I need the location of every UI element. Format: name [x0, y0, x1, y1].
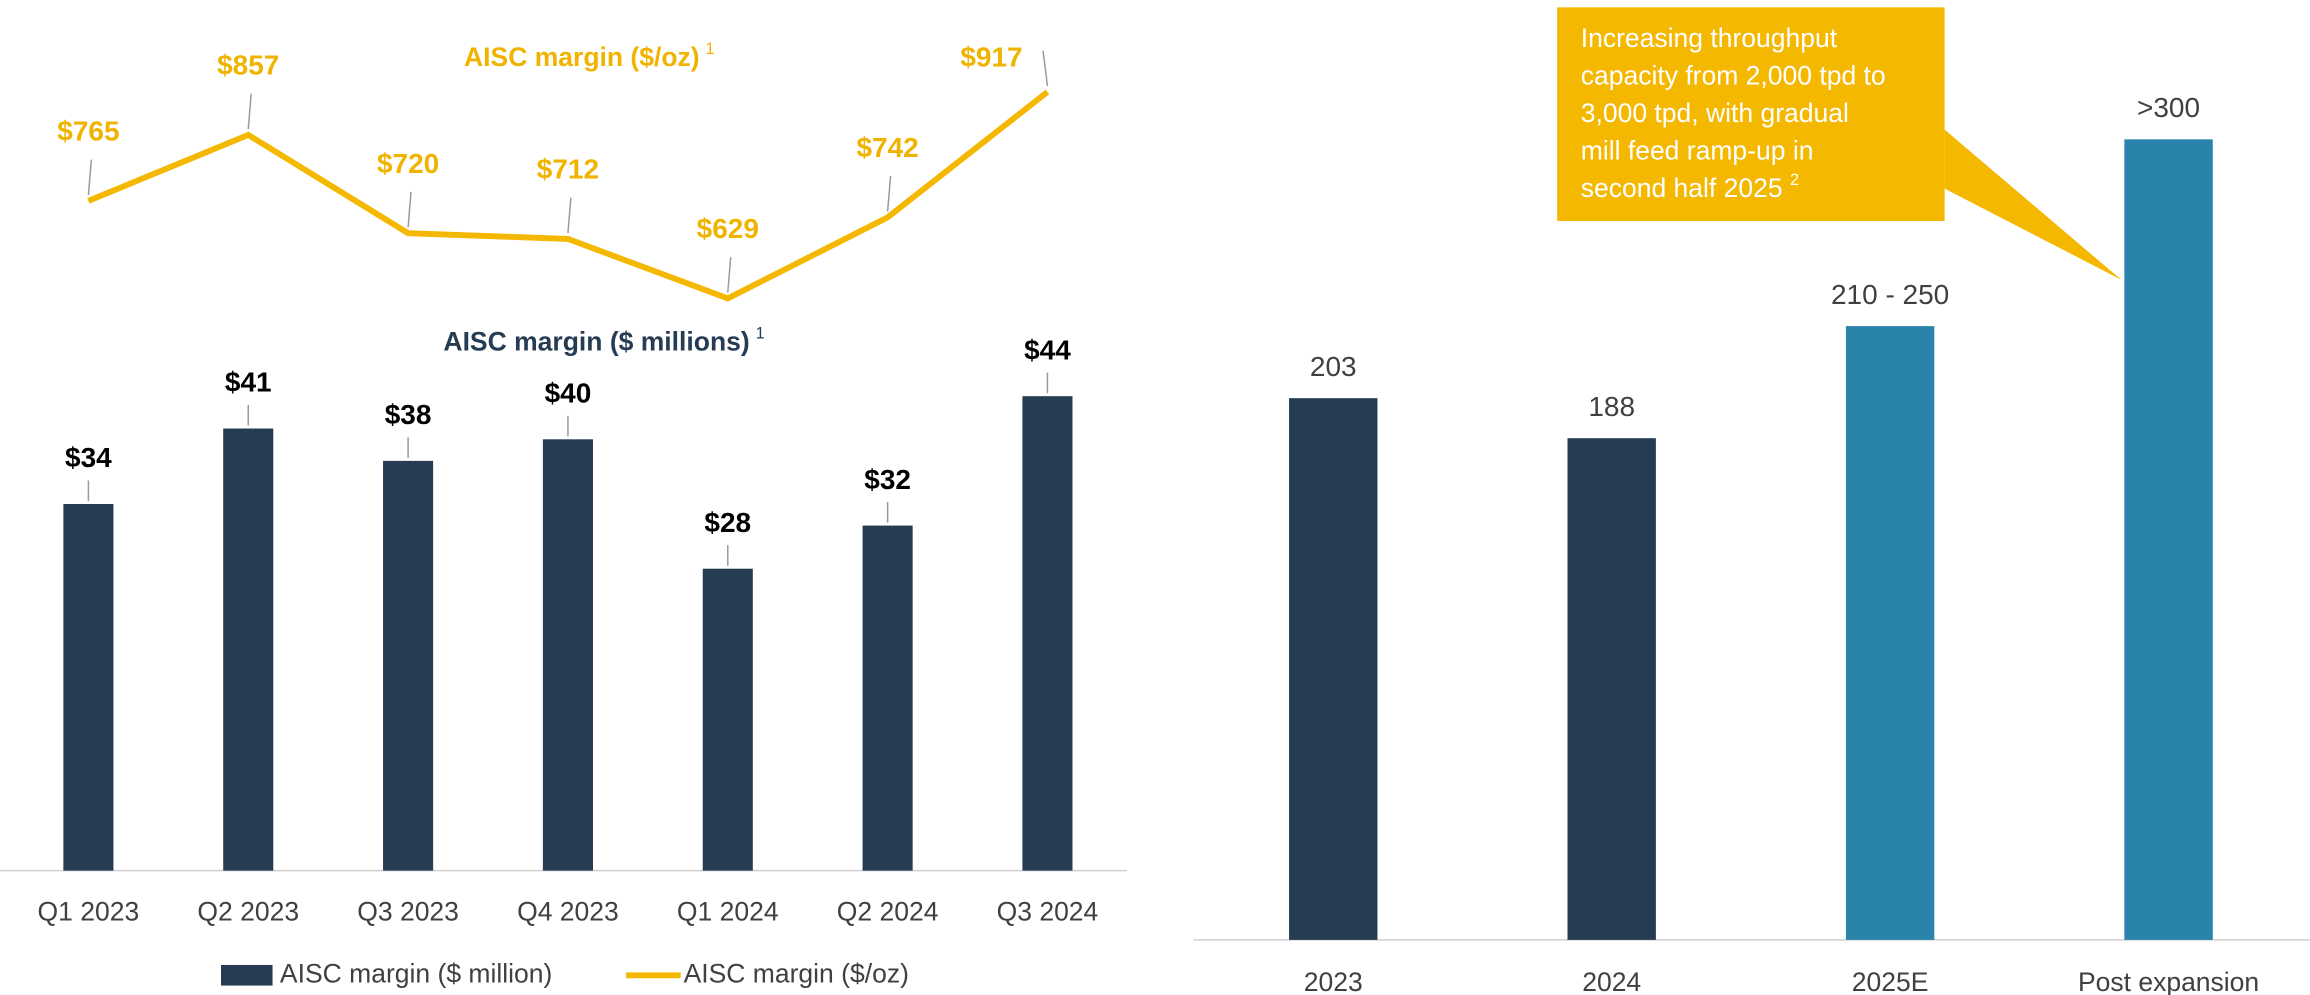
leader-line [87, 159, 93, 196]
title: AISC margin ($/oz) 1 [464, 40, 714, 72]
bar [383, 460, 434, 871]
x-tick-label: 2024 [1582, 967, 1641, 995]
annotation: second half 2025 2 [1581, 171, 1799, 203]
data-label: $765 [57, 116, 119, 147]
x-tick-label: 2025E [1852, 967, 1929, 995]
data-label: 210 - 250 [1831, 279, 1949, 310]
data-label: $720 [377, 148, 439, 179]
bar [862, 525, 913, 871]
superscript: 1 [706, 40, 715, 58]
callout-box [1557, 7, 1945, 221]
x-tick-label: Q1 2023 [38, 896, 140, 926]
bar [63, 504, 114, 871]
annotation: capacity from 2,000 tpd to [1581, 60, 1886, 90]
bar [1845, 326, 1935, 940]
title-text: AISC margin ($ millions) [443, 326, 749, 356]
data-label: 203 [1310, 351, 1357, 382]
data-label: $40 [545, 378, 592, 409]
data-label: $41 [225, 367, 272, 398]
x-tick-label: Post expansion [2078, 967, 2259, 995]
title: AISC margin ($ millions) 1 [443, 325, 764, 357]
annotation-text: capacity from 2,000 tpd to [1581, 60, 1886, 90]
superscript: 2 [1790, 171, 1799, 189]
data-label: $917 [960, 41, 1022, 72]
x-tick-label: Q1 2024 [677, 896, 779, 926]
data-label: $28 [704, 507, 751, 538]
legend-label: AISC margin ($/oz) [684, 958, 909, 988]
data-label: $32 [864, 464, 911, 495]
x-tick-label: Q3 2024 [997, 896, 1099, 926]
data-label: $857 [217, 50, 279, 81]
leader-line [727, 257, 732, 293]
line [87, 89, 1050, 302]
data-label: $629 [697, 213, 759, 244]
leader-line [886, 176, 892, 212]
x-tick-label: Q2 2023 [197, 896, 299, 926]
leader-line [1042, 50, 1049, 87]
data-label: $44 [1024, 334, 1071, 365]
data-label: $34 [65, 442, 112, 473]
x-tick-label: Q4 2023 [517, 896, 619, 926]
bar [223, 428, 274, 871]
annotation-text: second half 2025 [1581, 173, 1783, 203]
callout-pointer [1944, 129, 2122, 280]
annotation: 3,000 tpd, with gradual [1581, 98, 1849, 128]
legend-label: AISC margin ($ million) [280, 958, 552, 988]
annotation: mill feed ramp-up in [1581, 135, 1814, 165]
title-text: AISC margin ($/oz) [464, 42, 700, 72]
leader-line [567, 197, 572, 234]
bar [702, 568, 753, 871]
superscript: 1 [756, 325, 765, 343]
leader-line [247, 93, 252, 130]
data-label: $742 [856, 132, 918, 163]
x-tick-label: 2023 [1304, 967, 1363, 995]
data-label: 188 [1588, 391, 1635, 422]
bar [542, 439, 593, 871]
annotation: Increasing throughput [1581, 23, 1838, 53]
annotation-text: 3,000 tpd, with gradual [1581, 98, 1849, 128]
x-tick-label: Q3 2023 [357, 896, 459, 926]
bar [2124, 139, 2213, 940]
bar [1567, 438, 1656, 940]
bar [1022, 396, 1073, 871]
leader-line [407, 191, 412, 228]
annotation-text: Increasing throughput [1581, 23, 1838, 53]
data-label: >300 [2137, 92, 2200, 123]
data-label: $38 [385, 399, 432, 430]
data-label: $712 [537, 154, 599, 185]
bar [1289, 398, 1378, 940]
x-tick-label: Q2 2024 [837, 896, 939, 926]
legend-swatch [220, 964, 273, 986]
annotation-text: mill feed ramp-up in [1581, 135, 1814, 165]
